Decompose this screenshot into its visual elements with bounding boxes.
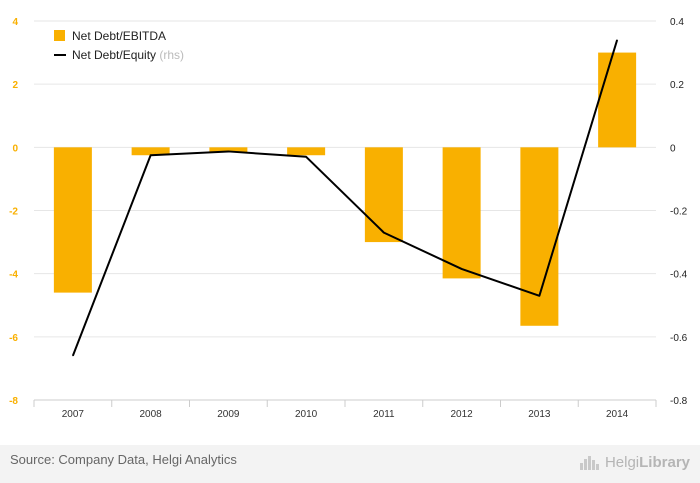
net-debt-equity-line: [71, 39, 619, 357]
bar: [53, 147, 92, 293]
bar: [131, 147, 170, 156]
bar-series: [53, 52, 637, 326]
legend-label-net-debt-ebitda: Net Debt/EBITDA: [72, 29, 166, 43]
x-tick-label: 2011: [373, 409, 395, 420]
x-tick-label: 2007: [62, 409, 85, 420]
x-tick-label: 2008: [140, 409, 163, 420]
footer: Source: Company Data, Helgi Analytics He…: [0, 445, 700, 483]
right-tick-label: -0.6: [670, 333, 688, 344]
building-icon: [579, 456, 599, 470]
x-tick-label: 2013: [528, 409, 551, 420]
line-point: [383, 232, 385, 234]
right-tick-label: 0: [670, 143, 676, 154]
left-tick-label: -2: [9, 207, 18, 218]
x-tick-label: 2009: [217, 409, 240, 420]
helgi-library-logo: HelgiLibrary: [579, 451, 690, 473]
line-point: [305, 156, 307, 158]
x-tick-label: 2010: [295, 409, 318, 420]
legend: Net Debt/EBITDA Net Debt/Equity (rhs): [54, 29, 184, 62]
right-tick-label: 0.2: [670, 80, 684, 91]
line-point: [461, 268, 463, 270]
x-tick-label: 2012: [451, 409, 474, 420]
bar: [442, 147, 481, 279]
bar: [598, 52, 637, 148]
left-tick-label: 4: [12, 17, 18, 28]
bar: [287, 147, 326, 156]
right-tick-label: -0.4: [670, 270, 688, 281]
combo-chart: 4 2 0 -2 -4 -6 -8 0.4 0.2 0 -0.2 -0.4 -0.6 -0.8 2007 20…: [9, 17, 688, 420]
bar: [364, 147, 403, 243]
line-point: [616, 39, 618, 41]
line-point: [227, 150, 229, 152]
line-point: [150, 154, 152, 156]
left-tick-label: 0: [12, 143, 18, 154]
chart-area: 4 2 0 -2 -4 -6 -8 0.4 0.2 0 -0.2 -0.4 -0.6 -0.8 2007 20…: [9, 17, 688, 420]
gridlines: [34, 20, 656, 401]
left-tick-label: -8: [9, 396, 18, 407]
right-tick-label: -0.2: [670, 207, 688, 218]
right-tick-label: 0.4: [670, 17, 684, 28]
x-tick-label: 2014: [606, 409, 629, 420]
line-point: [538, 295, 540, 297]
line-series: [71, 39, 619, 357]
legend-label-net-debt-equity: Net Debt/Equity (rhs): [72, 48, 184, 62]
axes: 4 2 0 -2 -4 -6 -8 0.4 0.2 0 -0.2 -0.4 -0.6 -0.8 2007 20…: [9, 17, 688, 420]
bar: [520, 147, 559, 326]
left-tick-label: 2: [12, 80, 18, 91]
logo-text: HelgiLibrary: [604, 453, 690, 471]
right-tick-label: -0.8: [670, 396, 688, 407]
left-tick-label: -6: [9, 333, 18, 344]
legend-swatch-net-debt-ebitda: [54, 30, 65, 41]
left-tick-label: -4: [9, 270, 18, 281]
source-text: Source: Company Data, Helgi Analytics: [10, 452, 237, 467]
line-point: [72, 355, 74, 357]
bar: [209, 147, 248, 153]
